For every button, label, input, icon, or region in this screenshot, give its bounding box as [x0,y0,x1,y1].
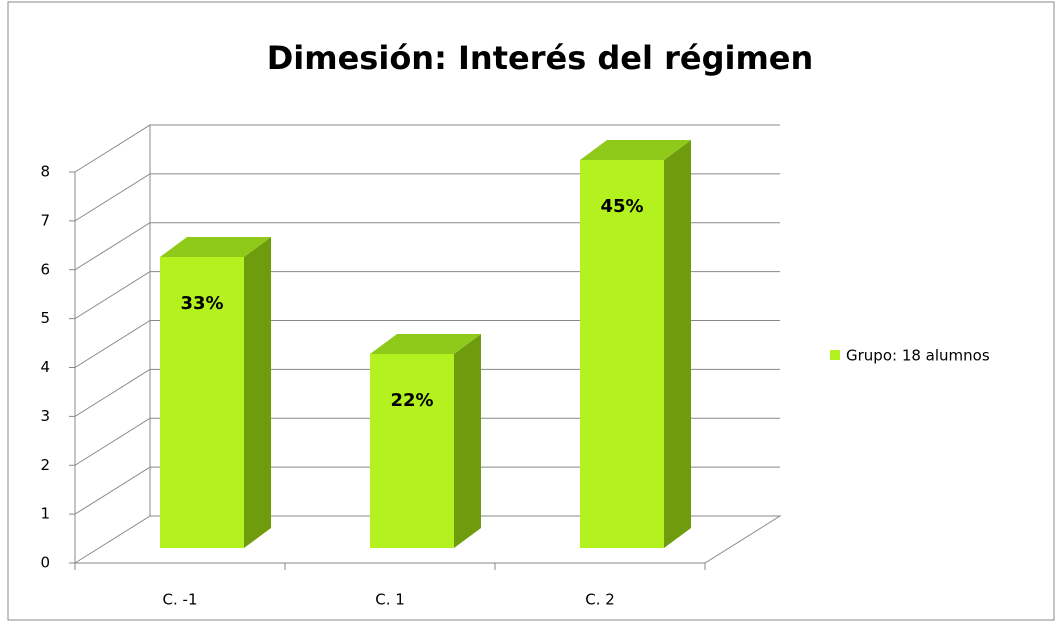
bar [580,160,664,548]
bar-side [454,334,481,548]
bar [160,257,244,548]
grid-line [74,368,780,417]
legend-label: Grupo: 18 alumnos [846,347,990,365]
x-tick-label: C. -1 [163,591,198,609]
grid-line [74,124,780,173]
y-tick-label: 5 [40,309,50,327]
chart-title: Dimesión: Interés del régimen [267,39,814,77]
y-tick-label: 1 [40,505,50,523]
grid-line [74,222,780,271]
bar-top [580,140,691,160]
bar-side [664,140,691,548]
grid-line [74,173,780,222]
bar-top [370,334,481,354]
legend-swatch [830,350,840,360]
x-tick-label: C. 2 [585,591,615,609]
grid-line [74,320,780,368]
y-tick-label: 7 [40,211,50,229]
bar-side [244,237,271,548]
y-tick-label: 3 [40,407,50,425]
data-label: 45% [600,196,643,217]
grid-line [74,271,780,320]
data-label: 33% [180,293,223,314]
y-tick-label: 6 [40,260,50,278]
grid-line [74,466,780,515]
grid-line [74,417,780,466]
x-tick-label: C. 1 [375,591,405,609]
y-tick-label: 4 [40,358,50,376]
y-tick-label: 2 [40,456,50,474]
bar-top [160,237,271,257]
y-tick-label: 0 [40,554,50,572]
data-label: 22% [390,390,433,411]
bar [370,354,454,548]
grid-line [74,515,780,564]
y-tick-label: 8 [40,163,50,181]
